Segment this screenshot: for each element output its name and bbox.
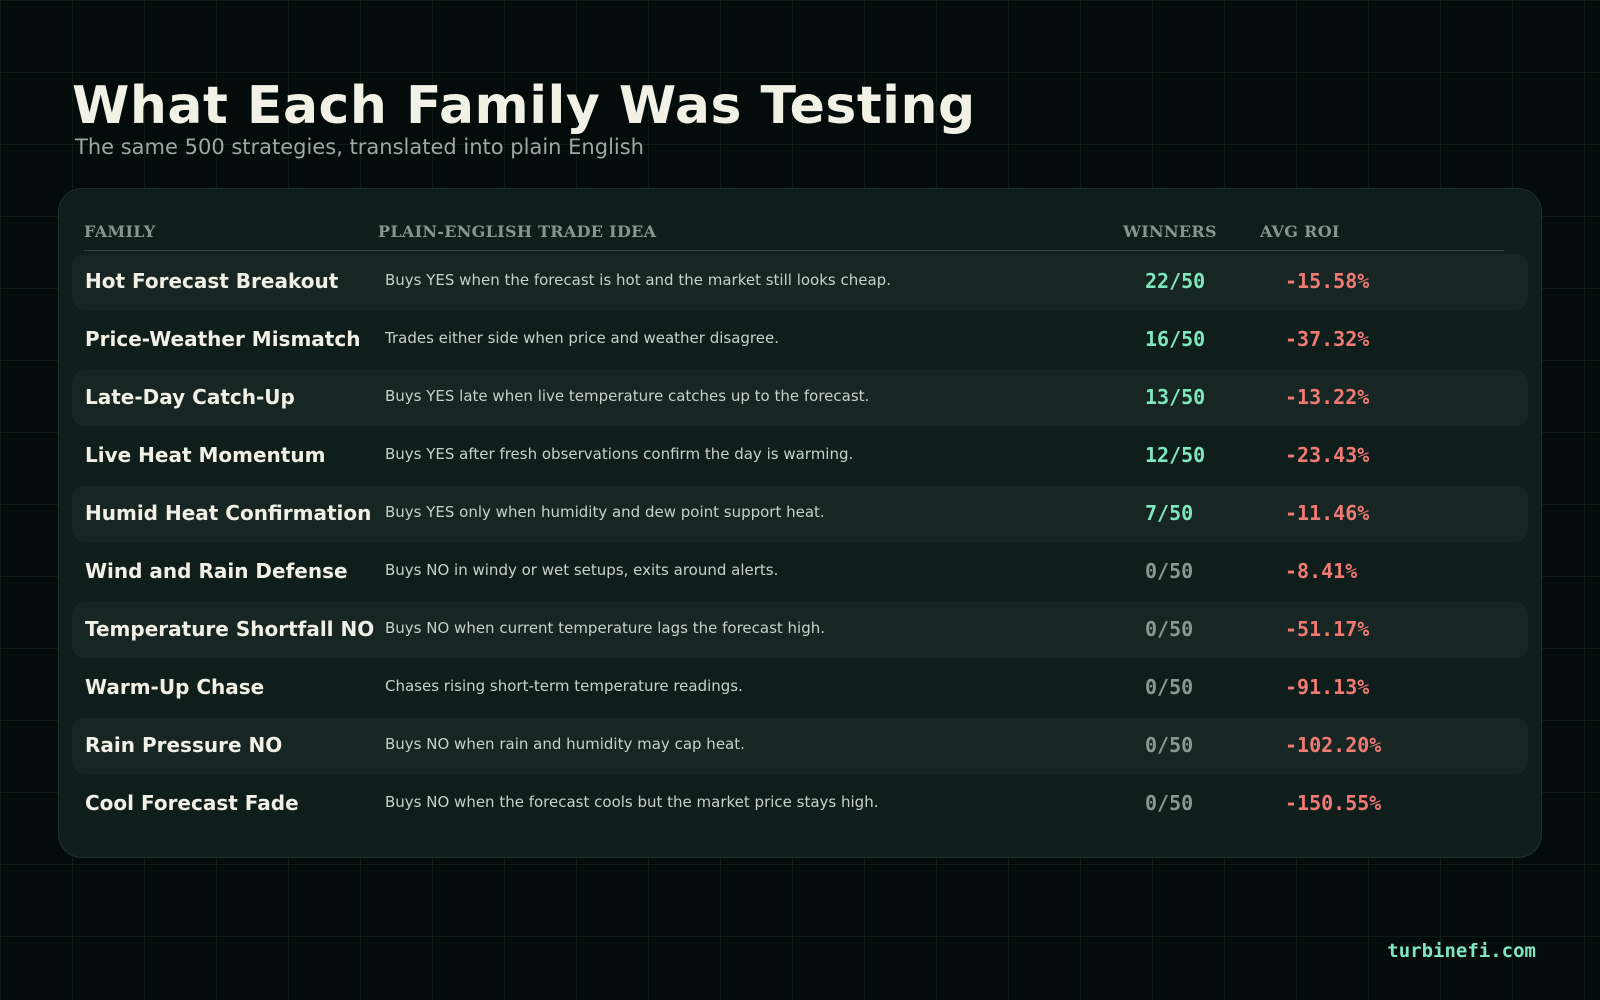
family-cell: Temperature Shortfall NO — [85, 617, 375, 641]
page-subtitle: The same 500 strategies, translated into… — [75, 135, 644, 159]
family-cell: Warm-Up Chase — [85, 675, 265, 699]
table-row: Rain Pressure NO Buys NO when rain and hu… — [72, 718, 1528, 774]
trade-idea-cell: Buys NO in windy or wet setups, exits ar… — [385, 561, 779, 579]
table-row: Humid Heat Confirmation Buys YES only whe… — [72, 486, 1528, 542]
avg-roi-cell: -37.32% — [1285, 327, 1370, 351]
family-cell: Hot Forecast Breakout — [85, 269, 339, 293]
column-header-trade-idea: PLAIN-ENGLISH TRADE IDEA — [378, 222, 657, 241]
avg-roi-cell: -23.43% — [1285, 443, 1370, 467]
winners-cell: 0/50 — [1145, 675, 1194, 699]
winners-cell: 13/50 — [1145, 385, 1206, 409]
family-cell: Late-Day Catch-Up — [85, 385, 295, 409]
strategy-table-card: FAMILY PLAIN-ENGLISH TRADE IDEA WINNERS … — [58, 188, 1542, 858]
table-row: Price-Weather Mismatch Trades either side… — [72, 312, 1528, 368]
trade-idea-cell: Buys NO when the forecast cools but the … — [385, 793, 879, 811]
trade-idea-cell: Chases rising short-term temperature rea… — [385, 677, 743, 695]
avg-roi-cell: -8.41% — [1285, 559, 1358, 583]
winners-cell: 0/50 — [1145, 791, 1194, 815]
table-header: FAMILY PLAIN-ENGLISH TRADE IDEA WINNERS … — [84, 222, 1504, 251]
page-title: What Each Family Was Testing — [72, 76, 976, 136]
avg-roi-cell: -150.55% — [1285, 791, 1382, 815]
winners-cell: 0/50 — [1145, 617, 1194, 641]
winners-cell: 22/50 — [1145, 269, 1206, 293]
table-row: Live Heat Momentum Buys YES after fresh o… — [72, 428, 1528, 484]
family-cell: Live Heat Momentum — [85, 443, 326, 467]
table-body: Hot Forecast Breakout Buys YES when the f… — [72, 254, 1528, 834]
table-row: Late-Day Catch-Up Buys YES late when live… — [72, 370, 1528, 426]
winners-cell: 16/50 — [1145, 327, 1206, 351]
trade-idea-cell: Buys NO when rain and humidity may cap h… — [385, 735, 745, 753]
column-header-winners: WINNERS — [1123, 222, 1217, 241]
winners-cell: 12/50 — [1145, 443, 1206, 467]
table-row: Warm-Up Chase Chases rising short-term te… — [72, 660, 1528, 716]
family-cell: Wind and Rain Defense — [85, 559, 348, 583]
trade-idea-cell: Buys YES only when humidity and dew poin… — [385, 503, 825, 521]
winners-cell: 7/50 — [1145, 501, 1194, 525]
avg-roi-cell: -51.17% — [1285, 617, 1370, 641]
family-cell: Humid Heat Confirmation — [85, 501, 372, 525]
trade-idea-cell: Buys YES after fresh observations confir… — [385, 445, 854, 463]
avg-roi-cell: -102.20% — [1285, 733, 1382, 757]
trade-idea-cell: Buys YES when the forecast is hot and th… — [385, 271, 891, 289]
trade-idea-cell: Buys NO when current temperature lags th… — [385, 619, 826, 637]
avg-roi-cell: -11.46% — [1285, 501, 1370, 525]
column-header-family: FAMILY — [84, 222, 156, 241]
avg-roi-cell: -15.58% — [1285, 269, 1370, 293]
family-cell: Cool Forecast Fade — [85, 791, 299, 815]
winners-cell: 0/50 — [1145, 733, 1194, 757]
table-row: Wind and Rain Defense Buys NO in windy or… — [72, 544, 1528, 600]
avg-roi-cell: -91.13% — [1285, 675, 1370, 699]
winners-cell: 0/50 — [1145, 559, 1194, 583]
table-row: Temperature Shortfall NO Buys NO when cur… — [72, 602, 1528, 658]
family-cell: Rain Pressure NO — [85, 733, 283, 757]
brand-link[interactable]: turbinefi.com — [1387, 940, 1536, 962]
table-row: Hot Forecast Breakout Buys YES when the f… — [72, 254, 1528, 310]
avg-roi-cell: -13.22% — [1285, 385, 1370, 409]
table-row: Cool Forecast Fade Buys NO when the forec… — [72, 776, 1528, 832]
trade-idea-cell: Trades either side when price and weathe… — [385, 329, 779, 347]
column-header-avg-roi: AVG ROI — [1260, 222, 1340, 241]
trade-idea-cell: Buys YES late when live temperature catc… — [385, 387, 870, 405]
family-cell: Price-Weather Mismatch — [85, 327, 361, 351]
